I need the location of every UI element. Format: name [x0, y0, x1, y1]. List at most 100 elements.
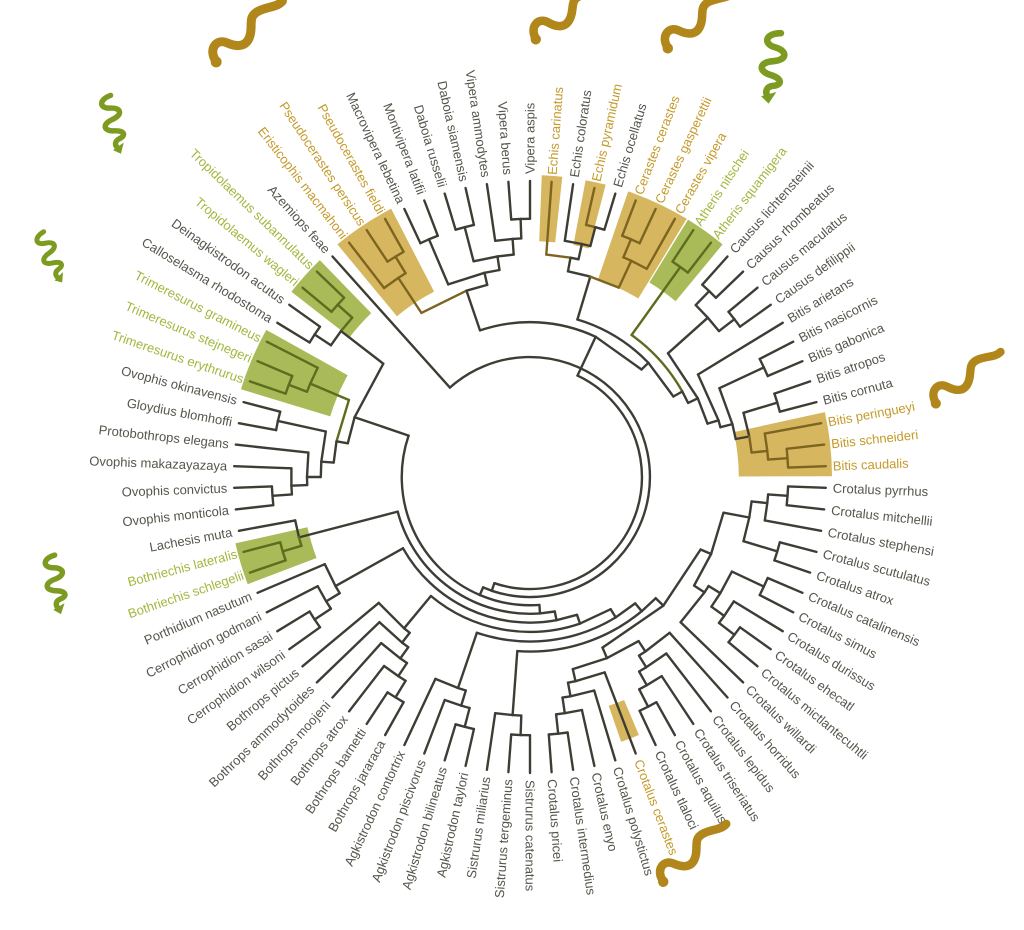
branch	[234, 466, 291, 468]
branch	[701, 550, 712, 555]
branch	[424, 700, 444, 754]
branch	[582, 710, 595, 766]
branch-connector	[774, 551, 777, 560]
branch-connector	[646, 654, 666, 668]
branch	[480, 587, 483, 595]
branch-connector	[767, 494, 768, 503]
branch-connector	[777, 542, 780, 551]
branch-connector	[760, 587, 764, 596]
branch-connector	[398, 676, 405, 681]
branch-connector	[645, 633, 669, 652]
branch-connector	[495, 239, 512, 241]
snake-icon	[42, 554, 70, 615]
species-label: Vipera aspis	[523, 102, 538, 174]
branch	[768, 494, 787, 495]
branch	[513, 239, 514, 255]
branch-connector	[764, 578, 768, 587]
branch	[556, 714, 558, 733]
branch-connector	[445, 700, 462, 706]
branch-connector	[639, 652, 645, 656]
branch-connector	[388, 692, 396, 697]
species-label: Bitis caudalis	[833, 456, 910, 474]
branch-connector	[398, 512, 540, 614]
branch	[577, 277, 590, 320]
branch-connector	[315, 620, 320, 628]
branch-connector	[485, 270, 500, 273]
branch-connector	[720, 572, 732, 594]
branch	[234, 486, 272, 487]
branch-connector	[764, 367, 768, 376]
branch	[765, 520, 821, 530]
branch	[289, 627, 320, 649]
branch	[508, 182, 511, 220]
branch-connector	[777, 403, 780, 412]
species-label: Sistrurus tergeminus	[492, 778, 516, 898]
branch-connector	[647, 676, 662, 685]
branch-connector	[648, 363, 673, 397]
branch-connector	[767, 451, 768, 460]
branch	[716, 272, 743, 298]
branch-connector	[321, 432, 326, 462]
species-label: Ovophis convictus	[121, 481, 227, 500]
branch-connector	[595, 227, 604, 230]
branch-connector	[310, 335, 315, 343]
branch	[244, 402, 281, 412]
branch	[639, 656, 646, 668]
snake-body	[759, 32, 787, 97]
branch-connector	[744, 518, 750, 542]
branch	[398, 663, 407, 676]
branch-connector	[565, 710, 582, 713]
branch	[321, 462, 333, 463]
branch-connector	[402, 436, 480, 595]
branch-connector	[483, 587, 492, 590]
branch	[639, 672, 647, 686]
branch-connector	[719, 388, 732, 424]
branch-connector	[321, 462, 322, 477]
branch	[278, 421, 326, 432]
branch	[708, 420, 719, 423]
branch-connector	[495, 713, 512, 715]
species-label: Echis coloratus	[567, 88, 595, 178]
branch-connector	[467, 285, 488, 291]
snake-body	[42, 554, 68, 609]
branch-connector	[546, 255, 570, 258]
branch	[341, 331, 383, 364]
branch	[404, 209, 420, 243]
branch-connector	[648, 702, 656, 707]
branch-connector	[435, 679, 458, 688]
branch-connector	[448, 273, 484, 285]
branch-connector	[760, 359, 764, 368]
branch-connector	[709, 291, 716, 298]
branch	[696, 291, 710, 305]
branch	[577, 615, 580, 624]
branch	[315, 335, 331, 346]
branch-connector	[682, 392, 688, 403]
branch	[367, 692, 388, 724]
branch	[402, 633, 410, 643]
branch-connector	[787, 496, 788, 505]
branch-connector	[513, 238, 522, 239]
branch	[396, 681, 406, 698]
branch-connector	[568, 681, 576, 683]
branch	[780, 542, 817, 552]
branch-connector	[474, 256, 498, 261]
branch-connector	[494, 558, 607, 589]
branch-connector	[450, 357, 650, 597]
branch	[719, 319, 734, 331]
branch	[291, 485, 307, 486]
branch	[670, 633, 728, 698]
branch-connector	[711, 513, 723, 554]
branch	[239, 520, 295, 530]
branch-connector	[749, 501, 751, 517]
snake-body	[98, 94, 128, 149]
branch-connector	[355, 364, 384, 418]
branch	[521, 219, 522, 239]
snake-body	[33, 230, 67, 280]
branch	[508, 735, 511, 773]
branch	[236, 505, 273, 509]
snake-icon	[924, 352, 1008, 409]
branch	[724, 513, 750, 518]
snake-icon	[654, 0, 742, 54]
